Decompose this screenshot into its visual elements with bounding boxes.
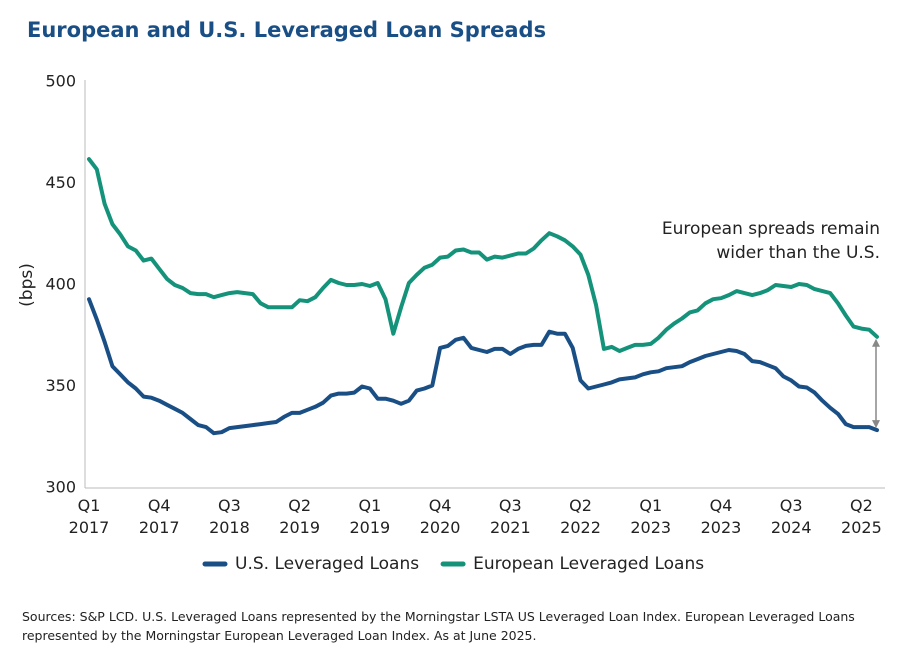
chart: European and U.S. Leveraged Loan Spreads… [17, 18, 885, 574]
x-tick-label: Q3 2018 [209, 496, 250, 537]
y-tick-label: 400 [45, 275, 76, 294]
legend-label: European Leveraged Loans [473, 554, 704, 574]
x-tick-label: Q4 2023 [701, 496, 742, 537]
y-axis-label: (bps) [17, 263, 37, 307]
x-tick-label: Q1 2017 [69, 496, 110, 537]
x-tick-label: Q1 2023 [630, 496, 671, 537]
x-tick-label: Q3 2021 [490, 496, 531, 537]
x-tick-label: Q1 2019 [350, 496, 391, 537]
y-tick-label: 500 [45, 72, 76, 91]
y-tick-label: 300 [45, 478, 76, 497]
x-tick-label: Q4 2020 [420, 496, 461, 537]
legend-label: U.S. Leveraged Loans [235, 554, 419, 574]
x-tick-label: Q2 2019 [279, 496, 320, 537]
annotation: wider than the U.S. [716, 243, 880, 263]
y-tick-label: 350 [45, 376, 76, 395]
x-tick-label: Q2 2025 [841, 496, 882, 537]
chart-title: European and U.S. Leveraged Loan Spreads [27, 18, 546, 42]
series-line [87, 297, 879, 436]
source-note: Sources: S&P LCD. U.S. Leveraged Loans r… [22, 609, 855, 643]
x-tick-label: Q3 2024 [771, 496, 812, 537]
series-line [87, 157, 879, 353]
annotation: European spreads remain [662, 219, 880, 239]
x-tick-label: Q2 2022 [560, 496, 601, 537]
x-tick-label: Q4 2017 [139, 496, 180, 537]
y-tick-label: 450 [45, 173, 76, 192]
